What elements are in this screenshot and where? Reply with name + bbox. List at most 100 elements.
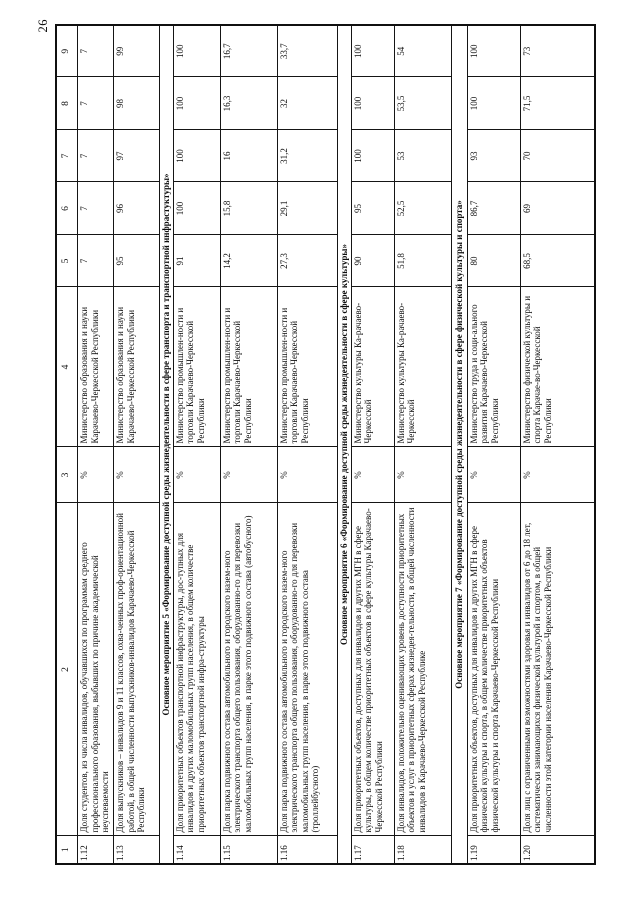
- indicator-name-cell: Доля приоритетных объектов транспортной …: [173, 503, 221, 836]
- executor-cell: Министерство промышлен-ности и торговли …: [277, 287, 338, 447]
- value-cell-col6: 100: [173, 182, 221, 235]
- row-number-cell: 1.18: [394, 836, 452, 864]
- indicator-row: 1.17 Доля приоритетных объектов, доступны…: [351, 25, 395, 864]
- value-cell-col8: 16,3: [220, 77, 278, 130]
- value-cell-col5: 95: [113, 235, 160, 287]
- indicator-row: 1.18 Доля инвалидов, положительно оценива…: [394, 25, 452, 864]
- section-header-label: Основное мероприятие 5 «Формирование дос…: [159, 25, 174, 864]
- row-number-cell: 1.19: [467, 836, 521, 864]
- executor-cell: Министерство культуры Ка-рачаево-Черкесс…: [394, 287, 452, 447]
- indicator-row: 1.12 Доля студентов, из числа инвалидов, …: [77, 25, 114, 864]
- indicator-name-cell: Доля инвалидов, положительно оценивающих…: [394, 503, 452, 836]
- indicators-table-body: 1.12 Доля студентов, из числа инвалидов, …: [77, 25, 596, 864]
- value-cell-col8: 100: [467, 77, 521, 130]
- value-cell-col5: 90: [351, 235, 395, 287]
- value-cell-col9: 100: [467, 25, 521, 77]
- section-header-row: Основное мероприятие 7 «Формирование дос…: [451, 25, 468, 864]
- value-cell-col5: 14,2: [220, 235, 278, 287]
- value-cell-col5: 91: [173, 235, 221, 287]
- unit-cell: %: [520, 447, 596, 503]
- indicator-row: 1.20 Доля лиц с ограниченными возможностя…: [520, 25, 596, 864]
- row-number-cell: 1.14: [173, 836, 221, 864]
- value-cell-col9: 100: [351, 25, 395, 77]
- col-number-header: 2: [56, 503, 78, 836]
- unit-cell: %: [277, 447, 338, 503]
- indicator-row: 1.16 Доля парка подвижного состава автомо…: [277, 25, 338, 864]
- col-number-header: 1: [56, 836, 78, 864]
- value-cell-col7: 7: [77, 130, 114, 182]
- indicator-name-cell: Доля студентов, из числа инвалидов, обуч…: [77, 503, 114, 836]
- value-cell-col6: 52,5: [394, 182, 452, 235]
- value-cell-col7: 93: [467, 130, 521, 182]
- value-cell-col8: 98: [113, 77, 160, 130]
- row-number-cell: 1.15: [220, 836, 278, 864]
- value-cell-col9: 99: [113, 25, 160, 77]
- executor-cell: Министерство промышлен-ности и торговли …: [173, 287, 221, 447]
- value-cell-col8: 100: [173, 77, 221, 130]
- unit-cell: %: [351, 447, 395, 503]
- indicator-name-cell: Доля парка подвижного состава автомобиль…: [277, 503, 338, 836]
- value-cell-col8: 32: [277, 77, 338, 130]
- executor-cell: Министерство труда и соци-ального развит…: [467, 287, 521, 447]
- page-number: 26: [36, 19, 50, 33]
- value-cell-col7: 31,2: [277, 130, 338, 182]
- value-cell-col5: 7: [77, 235, 114, 287]
- row-number-cell: 1.16: [277, 836, 338, 864]
- value-cell-col7: 100: [173, 130, 221, 182]
- value-cell-col9: 33,7: [277, 25, 338, 77]
- executor-cell: Министерство культуры Ка-рачаево-Черкесс…: [351, 287, 395, 447]
- value-cell-col6: 7: [77, 182, 114, 235]
- indicator-name-cell: Доля лиц с ограниченными возможностями з…: [520, 503, 596, 836]
- value-cell-col7: 53: [394, 130, 452, 182]
- col-number-header: 8: [56, 77, 78, 130]
- value-cell-col9: 73: [520, 25, 596, 77]
- col-number-header: 4: [56, 287, 78, 447]
- executor-cell: Министерство промышлен-ности и торговли …: [220, 287, 278, 447]
- section-header-label: Основное мероприятие 7 «Формирование дос…: [451, 25, 468, 864]
- value-cell-col7: 100: [351, 130, 395, 182]
- section-header-row: Основное мероприятие 6 «Формирование дос…: [337, 25, 352, 864]
- value-cell-col5: 80: [467, 235, 521, 287]
- value-cell-col5: 27,3: [277, 235, 338, 287]
- value-cell-col9: 54: [394, 25, 452, 77]
- value-cell-col5: 51,8: [394, 235, 452, 287]
- indicator-name-cell: Доля парка подвижного состава автомобиль…: [220, 503, 278, 836]
- unit-cell: %: [173, 447, 221, 503]
- col-number-header: 5: [56, 235, 78, 287]
- indicator-row: 1.19 Доля приоритетных объектов, доступны…: [467, 25, 521, 864]
- unit-cell: %: [220, 447, 278, 503]
- value-cell-col8: 71,5: [520, 77, 596, 130]
- row-number-cell: 1.13: [113, 836, 160, 864]
- unit-cell: %: [394, 447, 452, 503]
- section-header-label: Основное мероприятие 6 «Формирование дос…: [337, 25, 352, 864]
- value-cell-col5: 68,5: [520, 235, 596, 287]
- col-number-header: 3: [56, 447, 78, 503]
- row-number-cell: 1.20: [520, 836, 596, 864]
- indicator-name-cell: Доля выпускников – инвалидов 9 и 11 клас…: [113, 503, 160, 836]
- value-cell-col6: 96: [113, 182, 160, 235]
- executor-cell: Министерство физической культуры и спорт…: [520, 287, 596, 447]
- section-header-row: Основное мероприятие 5 «Формирование дос…: [159, 25, 174, 864]
- unit-cell: %: [113, 447, 160, 503]
- value-cell-col7: 16: [220, 130, 278, 182]
- col-number-header: 7: [56, 130, 78, 182]
- value-cell-col9: 100: [173, 25, 221, 77]
- value-cell-col8: 100: [351, 77, 395, 130]
- value-cell-col6: 15,8: [220, 182, 278, 235]
- row-number-cell: 1.12: [77, 836, 114, 864]
- unit-cell: %: [467, 447, 521, 503]
- col-number-header: 9: [56, 25, 78, 77]
- value-cell-col7: 97: [113, 130, 160, 182]
- indicator-row: 1.13 Доля выпускников – инвалидов 9 и 11 …: [113, 25, 160, 864]
- value-cell-col9: 16,7: [220, 25, 278, 77]
- value-cell-col8: 7: [77, 77, 114, 130]
- value-cell-col9: 7: [77, 25, 114, 77]
- executor-cell: Министерство образования и науки Карачае…: [77, 287, 114, 447]
- value-cell-col6: 86,7: [467, 182, 521, 235]
- indicator-row: 1.14 Доля приоритетных объектов транспорт…: [173, 25, 221, 864]
- indicator-row: 1.15 Доля парка подвижного состава автомо…: [220, 25, 278, 864]
